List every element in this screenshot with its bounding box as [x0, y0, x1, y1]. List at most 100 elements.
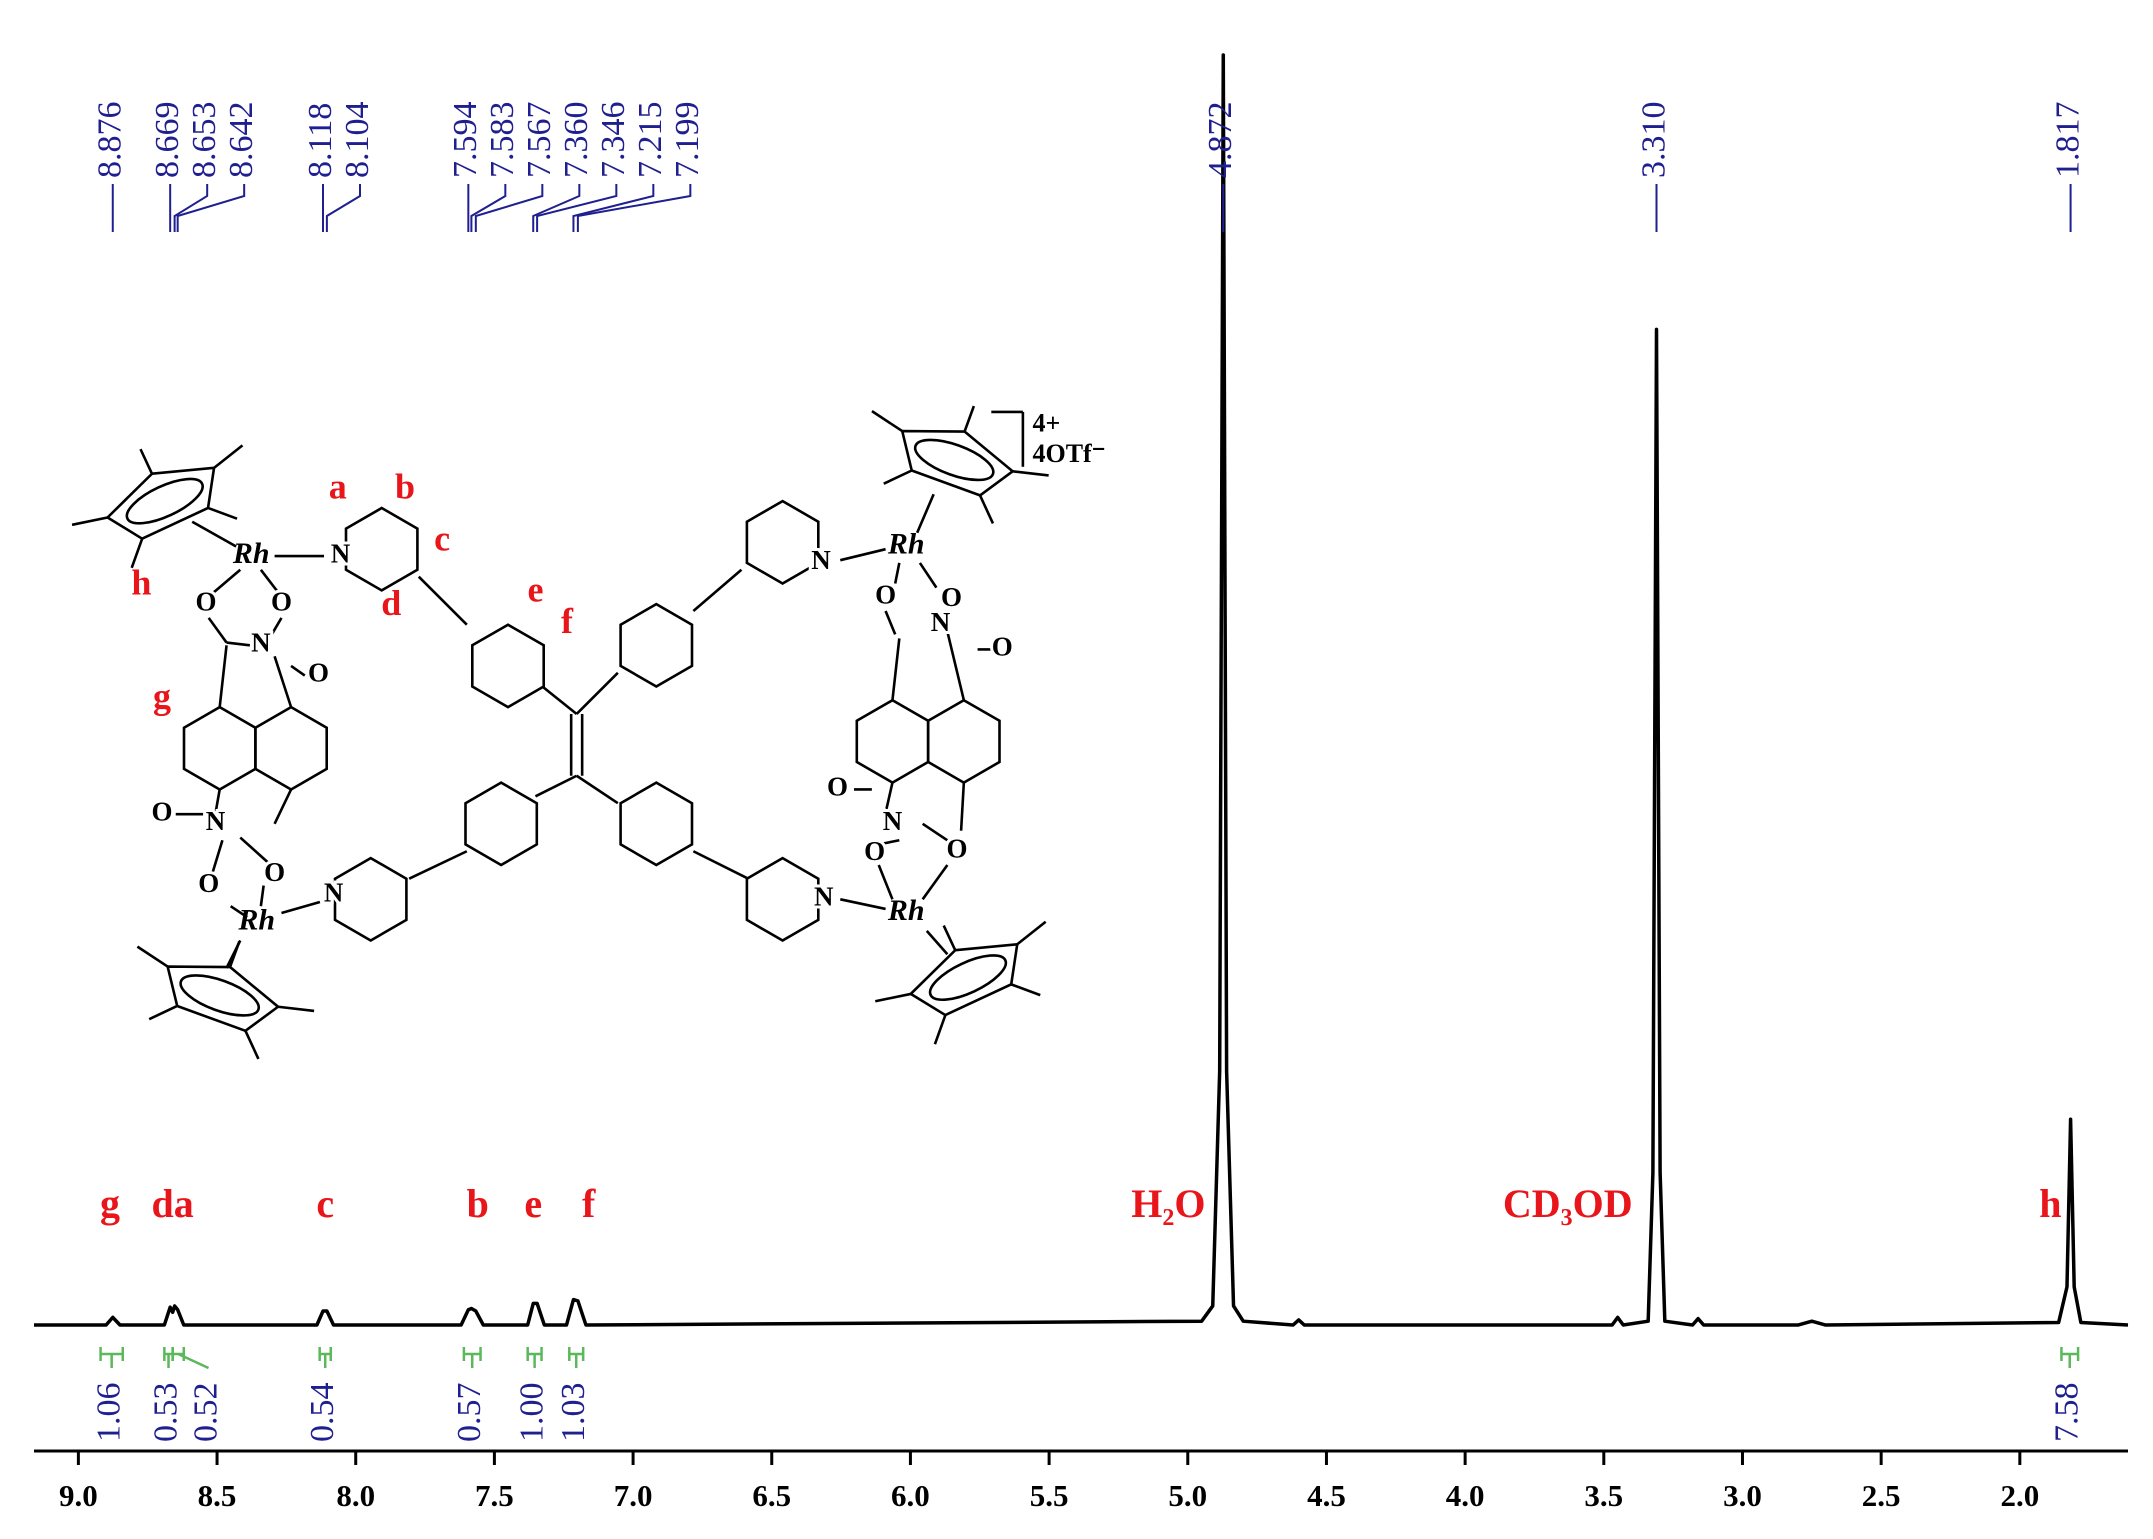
bond	[575, 671, 619, 715]
atom-label: N	[931, 607, 951, 637]
x-tick-label: 8.5	[198, 1478, 237, 1513]
bond	[541, 685, 578, 715]
ring	[745, 856, 820, 943]
peak-leader	[572, 184, 655, 232]
integral-bracket	[171, 1347, 210, 1370]
proton-label: e	[527, 569, 543, 609]
x-tick-label: 9.0	[59, 1478, 98, 1513]
proton-label: g	[153, 676, 171, 716]
methyl	[1012, 469, 1049, 477]
atom-label: N	[331, 538, 351, 568]
integral-label: 0.54	[304, 1383, 341, 1443]
peak-leader	[532, 184, 581, 232]
bond	[932, 610, 949, 630]
atom-label: O	[152, 796, 173, 826]
cp-ring	[105, 466, 216, 541]
bond	[575, 774, 619, 805]
bond	[259, 569, 280, 594]
peak-label: 7.215	[632, 102, 669, 179]
methyl	[1016, 920, 1047, 946]
peak-leader	[474, 184, 544, 232]
methyl	[871, 410, 903, 433]
peak-leader	[536, 184, 618, 232]
integral-label: 0.57	[451, 1383, 488, 1443]
peak-label: 8.642	[223, 102, 260, 178]
bond	[226, 641, 251, 647]
cp-ring-inner	[125, 477, 204, 525]
atom-label: O	[195, 586, 216, 616]
integral-label: 7.58	[2049, 1383, 2086, 1443]
x-tick-label: 7.0	[614, 1478, 653, 1513]
bond	[884, 610, 897, 635]
bond	[884, 782, 894, 814]
x-tick-label: 7.5	[475, 1478, 514, 1513]
bond	[207, 617, 228, 644]
methyl	[277, 1005, 315, 1013]
integral-bracket	[318, 1347, 333, 1368]
bond	[891, 638, 901, 701]
atom-label: Rh	[887, 894, 925, 927]
cp-ring	[908, 942, 1019, 1017]
methyl	[963, 405, 976, 433]
x-tick-label: 6.5	[752, 1478, 791, 1513]
x-tick-label: 6.0	[891, 1478, 930, 1513]
assignment-label: g	[100, 1181, 120, 1226]
spectrum-line	[34, 53, 2129, 1327]
assignment-label: da	[152, 1181, 194, 1226]
peak-label: 7.594	[447, 102, 484, 179]
integral-bracket	[99, 1347, 125, 1368]
integral-bracket	[568, 1347, 585, 1368]
peak-label: 8.118	[302, 103, 339, 178]
bond	[946, 631, 966, 701]
ring	[464, 781, 539, 867]
peak-label: 7.199	[669, 102, 706, 179]
atom-label: O	[308, 658, 329, 688]
bond	[225, 939, 242, 969]
x-tick-label: 2.0	[2000, 1478, 2039, 1513]
structure	[71, 405, 1049, 1060]
bond	[211, 839, 224, 873]
assignment-label: H₂O	[1131, 1181, 1205, 1226]
peak-label: 8.669	[149, 102, 186, 179]
bond	[878, 839, 900, 846]
peak-leader	[470, 184, 507, 232]
bond	[273, 655, 293, 708]
peak-label: 8.876	[92, 102, 129, 179]
peak-leader	[325, 184, 361, 232]
assignment-label: h	[2039, 1181, 2061, 1226]
bond	[273, 788, 293, 825]
methyl	[213, 444, 244, 469]
bond	[840, 898, 886, 911]
peak-label: 7.567	[521, 102, 558, 179]
bond	[191, 520, 237, 548]
methyl	[933, 1014, 947, 1045]
assignment-label: c	[316, 1181, 334, 1226]
peak-label: 8.653	[186, 102, 223, 178]
peak-label: 7.360	[558, 102, 595, 179]
bond	[281, 900, 321, 915]
peak-label: 4.872	[1202, 102, 1239, 179]
bond	[218, 645, 228, 708]
atom-label: O	[264, 857, 285, 887]
bond	[408, 850, 468, 880]
integral-label: 1.03	[555, 1383, 592, 1443]
ring	[254, 705, 329, 792]
atom-label: O	[992, 632, 1013, 662]
ring	[182, 705, 257, 792]
bond	[921, 822, 949, 842]
proton-label: d	[381, 583, 401, 623]
atom-label: N	[814, 882, 834, 912]
bond	[211, 568, 242, 595]
proton-label: f	[561, 601, 574, 641]
cp-ring-inner	[913, 438, 995, 482]
methyl	[71, 516, 108, 527]
bond	[692, 850, 749, 880]
x-tick-label: 4.0	[1446, 1478, 1485, 1513]
integral-bracket	[462, 1347, 482, 1368]
atom-label: O	[946, 833, 967, 863]
methyl	[139, 448, 154, 475]
x-tick-label: 5.0	[1168, 1478, 1207, 1513]
atom-label: Rh	[887, 527, 925, 560]
bond	[915, 493, 935, 534]
proton-label: c	[434, 519, 450, 559]
